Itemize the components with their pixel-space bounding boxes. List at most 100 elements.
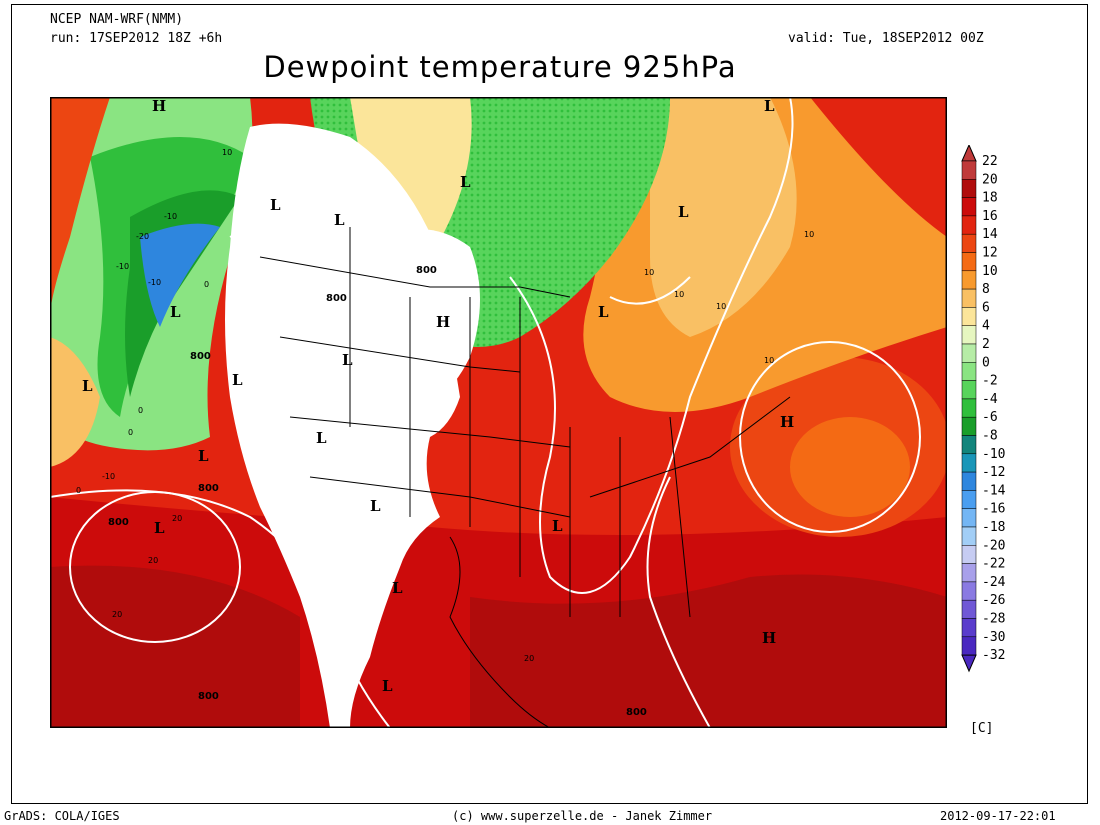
dewpoint-contour-label: 10	[716, 302, 726, 311]
dewpoint-contour-label: 0	[76, 486, 81, 495]
colorbar-swatch	[961, 490, 977, 509]
pressure-center: L	[392, 579, 403, 597]
colorbar-bottom-arrow	[961, 654, 977, 673]
colorbar-swatch	[961, 270, 977, 290]
dewpoint-contour-label: -10	[116, 262, 129, 271]
colorbar-level-label: 16	[982, 209, 998, 224]
colorbar-level-label: -26	[982, 593, 1005, 608]
colorbar-swatch	[961, 599, 977, 619]
pressure-center: L	[334, 211, 345, 229]
colorbar-level-label: 4	[982, 319, 990, 334]
colorbar-swatch	[961, 307, 977, 326]
dewpoint-contour-label: 20	[148, 556, 158, 565]
footer-software: GrADS: COLA/IGES	[4, 809, 120, 823]
pressure-center: H	[762, 629, 776, 647]
colorbar-swatch	[961, 471, 977, 491]
colorbar-level-label: 14	[982, 227, 998, 242]
map-title: Dewpoint temperature 925hPa	[263, 50, 737, 84]
footer-credit: (c) www.superzelle.de - Janek Zimmer	[452, 809, 713, 823]
colorbar-swatch	[961, 435, 977, 455]
colorbar-level-label: -8	[982, 429, 998, 444]
pressure-center: L	[460, 173, 471, 191]
pressure-center: H	[436, 313, 450, 331]
pressure-contour-label: 800	[626, 707, 647, 718]
dewpoint-contour-label: -10	[164, 212, 177, 221]
dewpoint-contour-label: -10	[148, 278, 161, 287]
pressure-center: L	[382, 677, 393, 695]
colorbar-level-label: -18	[982, 520, 1005, 535]
pressure-center: L	[170, 303, 181, 321]
colorbar-level-label: 0	[982, 355, 990, 370]
colorbar-swatch	[961, 215, 977, 235]
dewpoint-contour-label: -10	[102, 472, 115, 481]
plot-frame	[11, 4, 1088, 804]
colorbar-level-label: -20	[982, 538, 1005, 553]
dewpoint-map: H L L L L L L L L L H L L L L L H L H L …	[50, 97, 947, 728]
pressure-center: L	[764, 97, 775, 115]
colorbar-level-label: -12	[982, 465, 1005, 480]
dewpoint-contour-label: 20	[112, 610, 122, 619]
colorbar-level-label: -24	[982, 575, 1006, 590]
dewpoint-contour-label: 0	[128, 428, 133, 437]
dewpoint-contour-label: 10	[674, 290, 684, 299]
pressure-center: L	[198, 447, 209, 465]
pressure-center: L	[316, 429, 327, 447]
pressure-contour-label: 800	[416, 265, 437, 276]
colorbar-swatch	[961, 545, 977, 564]
colorbar-swatch	[961, 197, 977, 217]
colorbar-level-label: 6	[982, 300, 990, 315]
dewpoint-contour-label: 10	[764, 356, 774, 365]
pressure-center: L	[232, 371, 243, 389]
colorbar-level-label: -14	[982, 483, 1006, 498]
model-name: NCEP NAM-WRF(NMM)	[50, 12, 184, 27]
run-time: run: 17SEP2012 18Z +6h	[50, 31, 223, 46]
dewpoint-contour-label: -20	[136, 232, 149, 241]
colorbar-swatch	[961, 563, 977, 583]
colorbar-level-label: 20	[982, 172, 998, 187]
colorbar-level-label: -30	[982, 630, 1005, 645]
pressure-center: L	[552, 517, 563, 535]
pressure-center: L	[678, 203, 689, 221]
dewpoint-contour-label: 10	[644, 268, 654, 277]
colorbar-level-label: -6	[982, 410, 998, 425]
colorbar-swatch	[961, 636, 977, 656]
colorbar-level-label: -4	[982, 392, 998, 407]
dewpoint-contour-label: 20	[524, 654, 534, 663]
dewpoint-contour-label: 10	[804, 230, 814, 239]
colorbar-swatch	[961, 508, 977, 528]
colorbar-swatch	[961, 343, 977, 363]
colorbar-swatch	[961, 160, 977, 180]
colorbar-level-label: -2	[982, 374, 998, 389]
colorbar-level-label: -32	[982, 648, 1005, 663]
colorbar-level-label: 18	[982, 191, 998, 206]
colorbar-swatch	[961, 233, 977, 253]
pressure-contour-label: 800	[198, 691, 219, 702]
colorbar-swatch	[961, 453, 977, 473]
colorbar-level-label: -28	[982, 612, 1005, 627]
colorbar-level-label: 22	[982, 154, 998, 169]
pressure-center: L	[342, 351, 353, 369]
pressure-center: L	[82, 377, 93, 395]
colorbar-swatch	[961, 380, 977, 400]
colorbar-level-label: -22	[982, 557, 1005, 572]
dewpoint-contour-label: 0	[138, 406, 143, 415]
pressure-center: L	[270, 196, 281, 214]
colorbar-level-label: 8	[982, 282, 990, 297]
pressure-center: L	[370, 497, 381, 515]
unit-label: [C]	[970, 721, 994, 736]
valid-time: valid: Tue, 18SEP2012 00Z	[788, 31, 984, 46]
colorbar-level-label: 10	[982, 264, 998, 279]
colorbar-swatch	[961, 581, 977, 601]
pressure-contour-label: 800	[326, 293, 347, 304]
footer-timestamp: 2012-09-17-22:01	[940, 809, 1056, 823]
colorbar-swatch	[961, 618, 977, 638]
colorbar-swatch	[961, 288, 977, 308]
colorbar-swatch	[961, 252, 977, 272]
pressure-contour-label: 800	[190, 351, 211, 362]
pressure-center: L	[154, 519, 165, 537]
colorbar-level-label: 12	[982, 246, 998, 261]
colorbar-level-label: 2	[982, 337, 990, 352]
colorbar-level-label: -10	[982, 447, 1005, 462]
pressure-center: L	[598, 303, 609, 321]
colorbar-swatch	[961, 325, 977, 345]
